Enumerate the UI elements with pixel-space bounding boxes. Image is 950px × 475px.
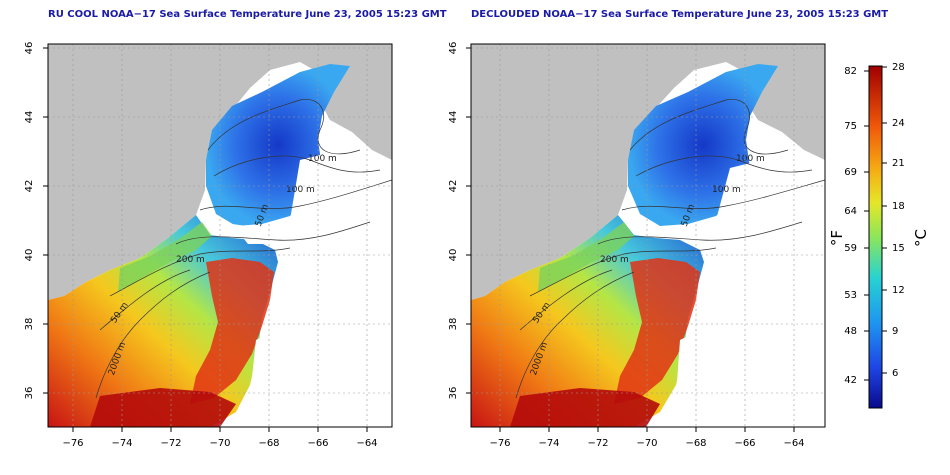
left-map-panel: 100 m 100 m 50 m 200 m 50 m 2000 m — [24, 42, 393, 449]
y-tick-label: 38 — [448, 318, 459, 331]
c-tick-label: 15 — [892, 243, 905, 254]
contour-label-200m: 200 m — [176, 255, 205, 265]
y-tick-label: 40 — [24, 249, 35, 262]
bathymetry-contours — [515, 98, 825, 399]
colorbar-unit-fahrenheit: °F — [828, 230, 846, 246]
x-tick-label: −64 — [356, 438, 377, 449]
y-tick-label: 36 — [448, 387, 459, 400]
sst-gulf-stream — [614, 258, 700, 404]
c-tick-label: 21 — [892, 158, 905, 169]
contour-label-100m-upper: 100 m — [308, 154, 337, 164]
y-tick-label: 46 — [24, 42, 35, 55]
x-tick-label: −74 — [538, 438, 559, 449]
land-mass — [48, 44, 392, 300]
y-tick-label: 44 — [448, 111, 459, 124]
c-tick-label: 6 — [892, 368, 898, 379]
x-tick-label: −66 — [307, 438, 328, 449]
x-tick-label: −68 — [258, 438, 279, 449]
y-tick-label: 40 — [448, 249, 459, 262]
contour-label-200m: 200 m — [600, 255, 629, 265]
right-panel-title: DECLOUDED NOAA−17 Sea Surface Temperatur… — [471, 9, 889, 20]
right-y-tick-labels: 36 38 40 42 44 46 — [448, 42, 459, 400]
land-mass-nova-scotia — [318, 68, 392, 160]
left-map-gridlines — [48, 44, 392, 427]
colorbar-gradient — [868, 65, 883, 409]
left-panel-title: RU COOL NOAA−17 Sea Surface Temperature … — [48, 9, 447, 20]
y-tick-label: 44 — [24, 111, 35, 124]
x-tick-label: −76 — [489, 438, 510, 449]
left-y-tick-labels: 36 38 40 42 44 46 — [24, 42, 35, 400]
f-tick-label: 53 — [844, 290, 857, 301]
right-map-gridlines — [471, 44, 825, 427]
c-tick-label: 18 — [892, 201, 905, 212]
y-tick-label: 42 — [24, 180, 35, 193]
left-x-tick-labels: −76 −74 −72 −70 −68 −66 −64 — [62, 438, 377, 449]
f-tick-label: 75 — [844, 121, 857, 132]
sst-gulf-stream — [190, 258, 274, 404]
x-tick-label: −66 — [734, 438, 755, 449]
x-tick-label: −76 — [62, 438, 83, 449]
bathymetry-contours — [95, 98, 392, 399]
c-tick-label: 24 — [892, 118, 905, 129]
x-tick-label: −64 — [783, 438, 804, 449]
y-tick-label: 38 — [24, 318, 35, 331]
land-mass — [471, 44, 825, 300]
f-tick-label: 42 — [844, 375, 857, 386]
right-x-tick-labels: −76 −74 −72 −70 −68 −66 −64 — [489, 438, 804, 449]
land-mass-nova-scotia — [744, 68, 825, 160]
f-tick-label: 59 — [844, 243, 857, 254]
colorbar-fahrenheit-ticks: 82 75 69 64 59 53 48 42 — [844, 66, 857, 386]
contour-label-100m-upper: 100 m — [736, 154, 765, 164]
f-tick-label: 48 — [844, 326, 857, 337]
x-tick-label: −72 — [160, 438, 181, 449]
x-tick-label: −74 — [111, 438, 132, 449]
x-tick-label: −68 — [685, 438, 706, 449]
contour-label-100m-lower: 100 m — [712, 185, 741, 195]
colorbar-unit-celsius: °C — [912, 229, 930, 247]
colorbar-celsius-ticks: 28 24 21 18 15 12 9 6 — [892, 62, 905, 379]
y-tick-label: 46 — [448, 42, 459, 55]
c-tick-label: 12 — [892, 285, 905, 296]
right-map-panel: 100 m 100 m 50 m 200 m 50 m 2000 m — [448, 42, 826, 449]
f-tick-label: 69 — [844, 167, 857, 178]
y-tick-label: 36 — [24, 387, 35, 400]
colorbar: 82 75 69 64 59 53 48 42 28 24 21 18 15 1… — [828, 62, 930, 409]
x-tick-label: −70 — [209, 438, 230, 449]
x-tick-label: −70 — [636, 438, 657, 449]
f-tick-label: 64 — [844, 206, 857, 217]
contour-label-100m-lower: 100 m — [286, 185, 315, 195]
f-tick-label: 82 — [844, 66, 857, 77]
c-tick-label: 9 — [892, 326, 898, 337]
c-tick-label: 28 — [892, 62, 905, 73]
x-tick-label: −72 — [587, 438, 608, 449]
y-tick-label: 42 — [448, 180, 459, 193]
